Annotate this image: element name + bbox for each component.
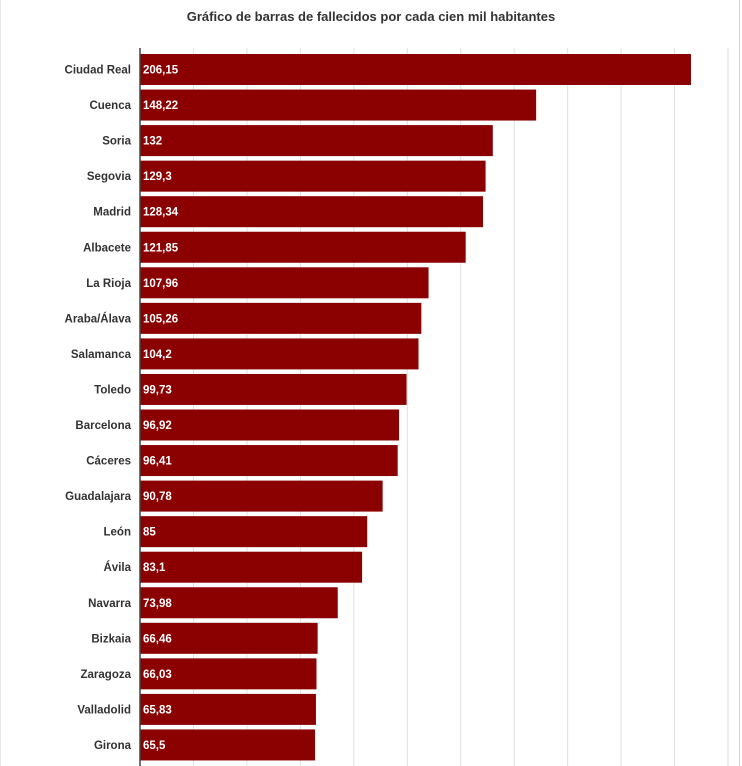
value-label: 104,2 (143, 349, 172, 361)
value-label: 121,85 (143, 242, 179, 254)
bar (140, 693, 316, 725)
bar (140, 267, 429, 299)
category-label: Madrid (93, 207, 131, 219)
category-label: Ciudad Real (65, 65, 131, 77)
value-label: 128,34 (143, 207, 179, 219)
value-label: 99,73 (143, 384, 172, 396)
bar (140, 516, 368, 548)
category-label: Zaragoza (81, 669, 132, 681)
category-label: Araba/Álava (65, 312, 132, 325)
category-label: Girona (94, 740, 132, 752)
bar (140, 622, 318, 654)
value-label: 96,92 (143, 420, 172, 432)
category-label: Navarra (88, 598, 131, 610)
bar (140, 480, 383, 512)
value-label: 105,26 (143, 313, 178, 325)
value-label: 148,22 (143, 100, 178, 112)
category-label: Valladolid (77, 704, 131, 716)
bar (140, 89, 537, 121)
bar (140, 658, 317, 690)
bar (140, 587, 338, 619)
value-label: 66,46 (143, 633, 172, 645)
bar (140, 338, 419, 370)
value-label: 90,78 (143, 491, 172, 503)
bar (140, 54, 691, 85)
value-label: 107,96 (143, 278, 178, 290)
bar (140, 231, 466, 263)
bar (140, 551, 363, 583)
category-label: Segovia (87, 171, 132, 183)
value-label: 96,41 (143, 456, 172, 468)
value-label: 83,1 (143, 562, 166, 574)
bar (140, 373, 407, 405)
bar (140, 445, 398, 477)
bar (140, 196, 484, 228)
value-label: 132 (143, 136, 162, 148)
category-label: Barcelona (75, 420, 131, 432)
value-label: 65,5 (143, 740, 166, 752)
category-label: Soria (102, 136, 131, 148)
value-label: 85 (143, 527, 156, 539)
category-label: Toledo (94, 384, 131, 396)
bar (140, 125, 493, 157)
value-label: 66,03 (143, 669, 172, 681)
value-label: 65,83 (143, 704, 172, 716)
value-label: 129,3 (143, 171, 172, 183)
category-label: León (104, 527, 131, 539)
category-label: Salamanca (71, 349, 132, 361)
bar (140, 160, 486, 192)
category-label: Cuenca (89, 100, 131, 112)
category-label: Cáceres (86, 456, 131, 468)
category-label: Guadalajara (65, 491, 131, 503)
category-label: Bizkaia (91, 633, 131, 645)
category-label: Albacete (83, 242, 131, 254)
bar (140, 729, 316, 761)
chart-title: Gráfico de barras de fallecidos por cada… (186, 9, 556, 24)
category-label: Ávila (104, 561, 132, 574)
category-label: La Rioja (86, 278, 131, 290)
value-label: 73,98 (143, 598, 172, 610)
value-label: 206,15 (143, 65, 179, 77)
bar (140, 302, 422, 334)
bar (140, 409, 400, 441)
